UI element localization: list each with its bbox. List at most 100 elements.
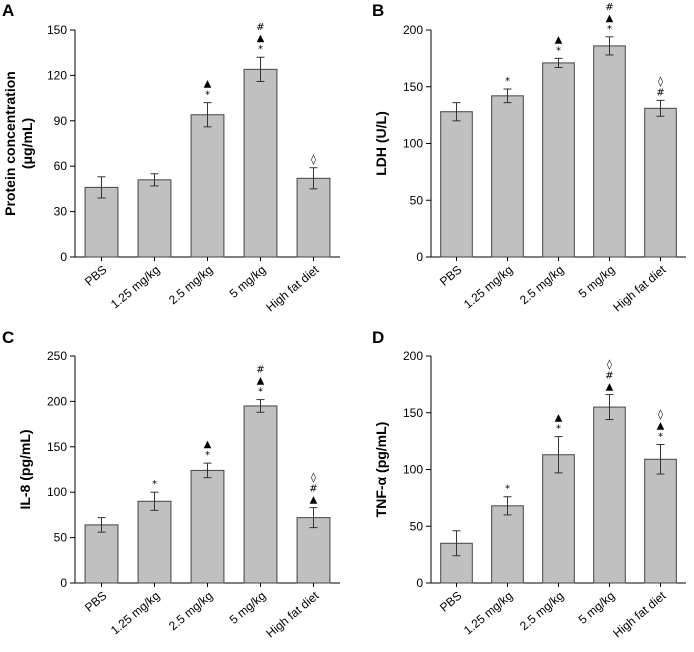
x-tick-label-c-high-fat-diet: High fat diet	[263, 588, 322, 640]
sig-marker-a-high-fat-diet-0: ◊	[311, 154, 316, 166]
x-tick-label-b-2-5-mg-kg: 2.5 mg/kg	[517, 263, 566, 308]
y-tick-label-d-100: 100	[403, 463, 423, 477]
y-tick-label-d-150: 150	[403, 406, 423, 420]
y-tick-label-a-150: 150	[47, 23, 67, 37]
sig-marker-d-5-mg-kg-2: ◊	[607, 359, 612, 371]
sig-marker-a-5-mg-kg-0: *	[258, 44, 263, 55]
sig-marker-d-2-5-mg-kg-1: ▲	[555, 413, 563, 424]
sig-marker-c-high-fat-diet-0: ▲	[310, 495, 318, 506]
y-tick-label-b-200: 200	[403, 23, 423, 37]
x-tick-label-c-pbs: PBS	[82, 589, 109, 615]
bar-c-pbs	[84, 524, 119, 584]
sig-marker-d-5-mg-kg-0: ▲	[606, 382, 614, 393]
bar-d-1-25-mg-kg	[491, 505, 524, 584]
sig-marker-b-2-5-mg-kg-1: ▲	[555, 34, 563, 45]
y-tick-label-a-120: 120	[47, 68, 67, 82]
sig-marker-c-high-fat-diet-2: ◊	[311, 472, 316, 484]
y-tick-label-c-250: 250	[47, 349, 67, 363]
bar-c-2-5-mg-kg	[190, 469, 225, 584]
bar-c-1-25-mg-kg	[137, 500, 172, 584]
sig-marker-b-high-fat-diet-0: #	[656, 87, 664, 98]
x-tick-label-b-high-fat-diet: High fat diet	[610, 262, 669, 314]
x-tick-label-a-high-fat-diet: High fat diet	[263, 262, 322, 314]
x-tick-label-c-1-25-mg-kg: 1.25 mg/kg	[108, 589, 162, 638]
y-tick-label-d-50: 50	[410, 519, 424, 533]
bar-a-2-5-mg-kg	[190, 114, 225, 258]
bar-d-2-5-mg-kg	[542, 454, 575, 584]
x-tick-label-d-1-25-mg-kg: 1.25 mg/kg	[461, 589, 515, 638]
y-tick-label-d-200: 200	[403, 349, 423, 363]
y-tick-label-b-50: 50	[410, 193, 424, 207]
bar-b-5-mg-kg	[593, 45, 626, 258]
sig-marker-a-2-5-mg-kg-0: *	[205, 90, 210, 101]
x-tick-label-d-2-5-mg-kg: 2.5 mg/kg	[517, 589, 566, 634]
sig-marker-b-1-25-mg-kg-0: *	[505, 76, 510, 87]
bar-c-5-mg-kg	[243, 405, 278, 584]
bar-b-1-25-mg-kg	[491, 95, 524, 258]
y-tick-label-b-100: 100	[403, 137, 423, 151]
y-tick-label-c-0: 0	[60, 576, 67, 590]
bar-d-5-mg-kg	[593, 406, 626, 584]
panel-letter-d: D	[372, 328, 384, 347]
sig-marker-c-5-mg-kg-0: *	[258, 387, 263, 398]
sig-marker-d-high-fat-diet-2: ◊	[658, 409, 663, 421]
sig-marker-d-5-mg-kg-1: #	[605, 371, 613, 382]
bar-a-1-25-mg-kg	[137, 179, 172, 258]
x-tick-label-b-1-25-mg-kg: 1.25 mg/kg	[461, 263, 515, 312]
y-tick-label-b-0: 0	[416, 250, 423, 264]
sig-marker-d-high-fat-diet-1: ▲	[657, 421, 665, 432]
sig-marker-b-5-mg-kg-1: ▲	[606, 13, 614, 24]
y-tick-label-c-150: 150	[47, 440, 67, 454]
panel-letter-b: B	[372, 1, 384, 20]
y-tick-label-a-90: 90	[54, 114, 68, 128]
sig-marker-d-high-fat-diet-0: *	[658, 432, 663, 443]
sig-marker-b-5-mg-kg-0: *	[607, 24, 612, 35]
panel-letter-a: A	[2, 1, 14, 20]
bar-d-high-fat-diet	[644, 458, 677, 584]
x-tick-label-c-5-mg-kg: 5 mg/kg	[227, 589, 269, 627]
panel-letter-c: C	[2, 328, 14, 347]
y-tick-label-a-60: 60	[54, 159, 68, 173]
sig-marker-c-5-mg-kg-2: #	[256, 365, 264, 376]
x-tick-label-d-pbs: PBS	[437, 589, 464, 615]
y-tick-label-d-0: 0	[416, 576, 423, 590]
bar-a-5-mg-kg	[243, 68, 278, 258]
y-tick-label-a-30: 30	[54, 205, 68, 219]
x-tick-label-a-1-25-mg-kg: 1.25 mg/kg	[108, 263, 162, 312]
sig-marker-a-5-mg-kg-1: ▲	[257, 33, 265, 44]
sig-marker-b-5-mg-kg-2: #	[605, 2, 613, 13]
y-tick-label-c-100: 100	[47, 485, 67, 499]
sig-marker-d-2-5-mg-kg-0: *	[556, 424, 561, 435]
y-axis-label-a: Protein concentration(μg/mL)	[2, 71, 35, 216]
sig-marker-c-high-fat-diet-1: #	[309, 484, 317, 495]
x-tick-label-a-5-mg-kg: 5 mg/kg	[227, 263, 269, 301]
y-axis-label-b: LDH (U/L)	[373, 111, 389, 176]
sig-marker-c-2-5-mg-kg-0: *	[205, 450, 210, 461]
bar-a-pbs	[84, 186, 119, 258]
sig-marker-a-2-5-mg-kg-1: ▲	[204, 79, 212, 90]
x-tick-label-c-2-5-mg-kg: 2.5 mg/kg	[166, 589, 215, 634]
y-axis-label-c: IL-8 (pg/mL)	[17, 429, 33, 509]
y-tick-label-c-50: 50	[54, 531, 68, 545]
y-axis-label-d: TNF-α (pg/mL)	[373, 422, 389, 518]
sig-marker-c-5-mg-kg-1: ▲	[257, 376, 265, 387]
bar-b-pbs	[440, 111, 473, 258]
bar-a-high-fat-diet	[296, 177, 331, 258]
x-tick-label-b-5-mg-kg: 5 mg/kg	[576, 263, 618, 301]
sig-marker-a-5-mg-kg-2: #	[256, 22, 264, 33]
x-tick-label-d-high-fat-diet: High fat diet	[610, 588, 669, 640]
x-tick-label-d-5-mg-kg: 5 mg/kg	[576, 589, 618, 627]
sig-marker-c-1-25-mg-kg-0: *	[152, 479, 157, 490]
y-tick-label-c-200: 200	[47, 394, 67, 408]
bar-b-2-5-mg-kg	[542, 62, 575, 258]
x-tick-label-b-pbs: PBS	[437, 263, 464, 289]
sig-marker-c-2-5-mg-kg-1: ▲	[204, 439, 212, 450]
x-tick-label-a-2-5-mg-kg: 2.5 mg/kg	[166, 263, 215, 308]
bar-b-high-fat-diet	[644, 107, 677, 258]
sig-marker-d-1-25-mg-kg-0: *	[505, 484, 510, 495]
x-tick-label-a-pbs: PBS	[82, 263, 109, 289]
